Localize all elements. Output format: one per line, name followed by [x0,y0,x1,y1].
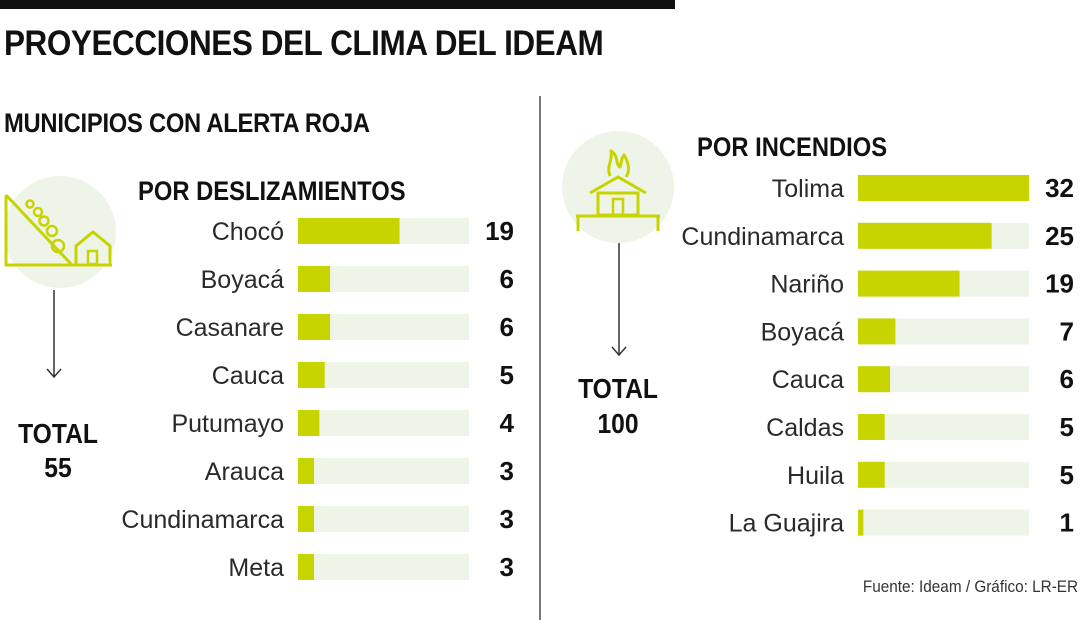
bar [298,266,331,292]
bar [298,314,331,340]
category-label: Huila [787,462,844,490]
category-label: Cundinamarca [121,506,284,534]
value-label: 6 [500,264,514,294]
bar-row-fires: Boyacá 7 [761,316,1074,346]
bar-track [858,509,1029,536]
bar-row-landslides: Cauca 5 [212,360,514,390]
value-label: 5 [1060,460,1074,490]
bar-row-fires: Nariño 19 [770,269,1074,299]
bar-track [298,410,469,436]
value-label: 5 [500,360,514,390]
category-label: Casanare [176,314,284,342]
landslide-icon [4,193,112,379]
value-label: 3 [500,552,514,582]
bar-row-landslides: Chocó 19 [212,216,514,246]
value-label: 3 [500,504,514,534]
bar [858,270,960,297]
category-label: Tolima [772,175,844,203]
bar-track [298,362,469,388]
category-label: Meta [228,554,284,582]
bar-row-landslides: Casanare 6 [176,312,514,342]
bar-track [858,461,1029,488]
category-label: Caldas [766,414,844,442]
bar [858,509,864,536]
landslide-icon-circle [4,176,116,288]
value-label: 19 [1045,269,1074,299]
bar [298,410,320,436]
category-label: Arauca [205,458,284,486]
bar [858,318,896,345]
bar-track [298,458,469,484]
bar-track [298,506,469,532]
chart-title-landslides: POR DESLIZAMIENTOS [138,176,406,206]
category-label: Putumayo [171,410,284,438]
bar [858,461,885,488]
panel-divider [539,96,541,620]
bar-row-fires: Huila 5 [787,460,1074,490]
value-label: 7 [1060,316,1074,346]
category-label: Nariño [770,271,844,299]
category-label: La Guajira [729,510,844,538]
page-subtitle: MUNICIPIOS CON ALERTA ROJA [4,108,370,138]
total-label-landslides: TOTAL [18,418,98,449]
bar-row-fires: Cundinamarca 25 [681,221,1074,251]
bar [298,506,315,532]
chart-title-fires: POR INCENDIOS [697,132,888,162]
page-title: PROYECCIONES DEL CLIMA DEL IDEAM [4,24,604,63]
category-label: Boyacá [761,318,844,346]
bar [858,414,885,440]
source-credit: Fuente: Ideam / Gráfico: LR-ER [862,577,1078,596]
top-bar [0,0,675,9]
category-label: Chocó [212,218,284,246]
value-label: 32 [1045,173,1074,203]
total-value-fires: 100 [597,408,639,439]
value-label: 6 [500,312,514,342]
category-label: Cundinamarca [681,223,844,251]
total-value-landslides: 55 [44,452,72,483]
bar [298,458,315,484]
fire-house-icon [576,149,660,357]
bar-row-landslides: Meta 3 [228,552,514,582]
bar [298,554,315,580]
value-label: 3 [500,456,514,486]
bar-row-fires: La Guajira 1 [729,508,1074,538]
bar [858,366,891,393]
bar-row-fires: Caldas 5 [766,412,1074,442]
value-label: 25 [1045,221,1074,251]
bar-row-fires: Cauca 6 [772,364,1074,394]
bar-track [298,554,469,580]
bar-row-landslides: Arauca 3 [205,456,514,486]
category-label: Cauca [772,366,844,394]
total-label-fires: TOTAL [578,373,658,404]
category-label: Cauca [212,362,284,390]
bar-row-landslides: Putumayo 4 [171,408,514,438]
bar-row-fires: Tolima 32 [772,173,1074,203]
value-label: 5 [1060,412,1074,442]
value-label: 4 [500,408,515,438]
bar [298,362,325,388]
value-label: 19 [485,216,514,246]
bar [858,175,1029,201]
category-label: Boyacá [201,266,284,294]
bar [298,218,400,244]
bar-row-landslides: Boyacá 6 [201,264,514,294]
fire-icon-circle [562,131,674,243]
bar [858,222,992,249]
value-label: 6 [1060,364,1074,394]
bar-row-landslides: Cundinamarca 3 [121,504,514,534]
bar-track [858,414,1029,440]
value-label: 1 [1060,508,1074,538]
